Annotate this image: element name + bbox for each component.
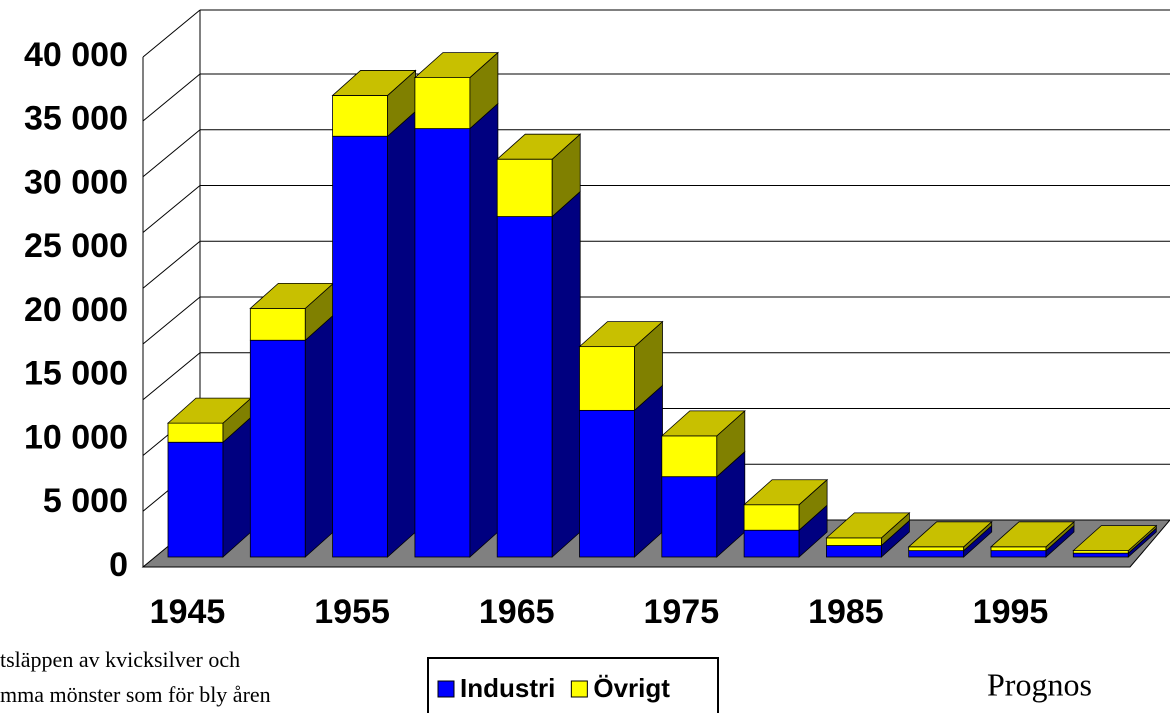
bar: [579, 346, 635, 411]
grid-line: [142, 185, 201, 233]
bar-top: [825, 512, 911, 539]
bar: [249, 307, 306, 341]
bar-side: [304, 314, 334, 558]
grid-line: [142, 240, 201, 289]
bar: [167, 441, 224, 558]
bar-side: [634, 384, 663, 558]
annotation: Prognos: [987, 666, 1092, 702]
legend-label: Övrigt: [593, 673, 670, 703]
bar: [496, 216, 553, 558]
bar-top: [1072, 525, 1158, 552]
note: mma mönster som för bly åren: [0, 682, 271, 707]
bar: [743, 504, 800, 531]
bar: [332, 95, 389, 137]
bar-side: [387, 110, 417, 558]
grid-line: [142, 352, 201, 401]
x-tick-label: 1965: [479, 593, 555, 631]
bar: [743, 529, 800, 558]
y-tick-label: 0: [109, 546, 128, 584]
y-tick-label: 5 000: [43, 482, 128, 520]
bar: [167, 422, 224, 443]
bar-top: [989, 521, 1076, 548]
bar-side: [551, 190, 581, 558]
bar: [990, 550, 1047, 558]
grid-line: [142, 73, 201, 122]
bar-top: [660, 410, 746, 437]
x-tick-label: 1975: [643, 593, 719, 631]
bar-side: [469, 102, 499, 558]
y-tick-label: 20 000: [24, 291, 128, 329]
bar: [661, 435, 718, 478]
bar: [579, 409, 635, 558]
x-tick-label: 1945: [150, 593, 226, 631]
bar-top: [743, 479, 829, 506]
bar: [332, 135, 389, 558]
y-tick-label: 25 000: [24, 227, 128, 265]
y-tick-label: 40 000: [24, 36, 128, 74]
y-tick-label: 10 000: [24, 418, 128, 456]
bar: [908, 546, 965, 552]
bar: [661, 476, 718, 558]
y-tick-label: 35 000: [24, 100, 128, 138]
bar: [496, 158, 553, 217]
bar: [249, 339, 306, 558]
legend-swatch: [437, 680, 455, 698]
grid-line: [142, 296, 201, 345]
bar-top: [331, 70, 417, 96]
grid-line: [142, 129, 201, 178]
legend: Industri Övrigt: [427, 657, 719, 713]
legend-label: Industri: [460, 673, 555, 703]
side-wall-top: [142, 9, 201, 58]
note: tsläppen av kvicksilver och: [0, 647, 240, 672]
legend-swatch: [570, 680, 588, 698]
bar: [414, 77, 471, 129]
bar: [414, 128, 471, 558]
bar: [990, 546, 1047, 552]
x-tick-label: 1995: [973, 593, 1049, 631]
bar-top: [578, 321, 664, 348]
y-tick-label: 15 000: [24, 355, 128, 393]
x-tick-label: 1955: [314, 593, 390, 631]
bar-top: [496, 133, 582, 160]
y-tick-label: 30 000: [24, 163, 128, 201]
bar: [908, 550, 965, 558]
bar: [1072, 552, 1129, 558]
bar: [826, 545, 882, 558]
bar: [826, 537, 882, 546]
bar-top: [413, 52, 499, 78]
bar-top: [907, 521, 993, 548]
x-tick-label: 1985: [808, 593, 884, 631]
